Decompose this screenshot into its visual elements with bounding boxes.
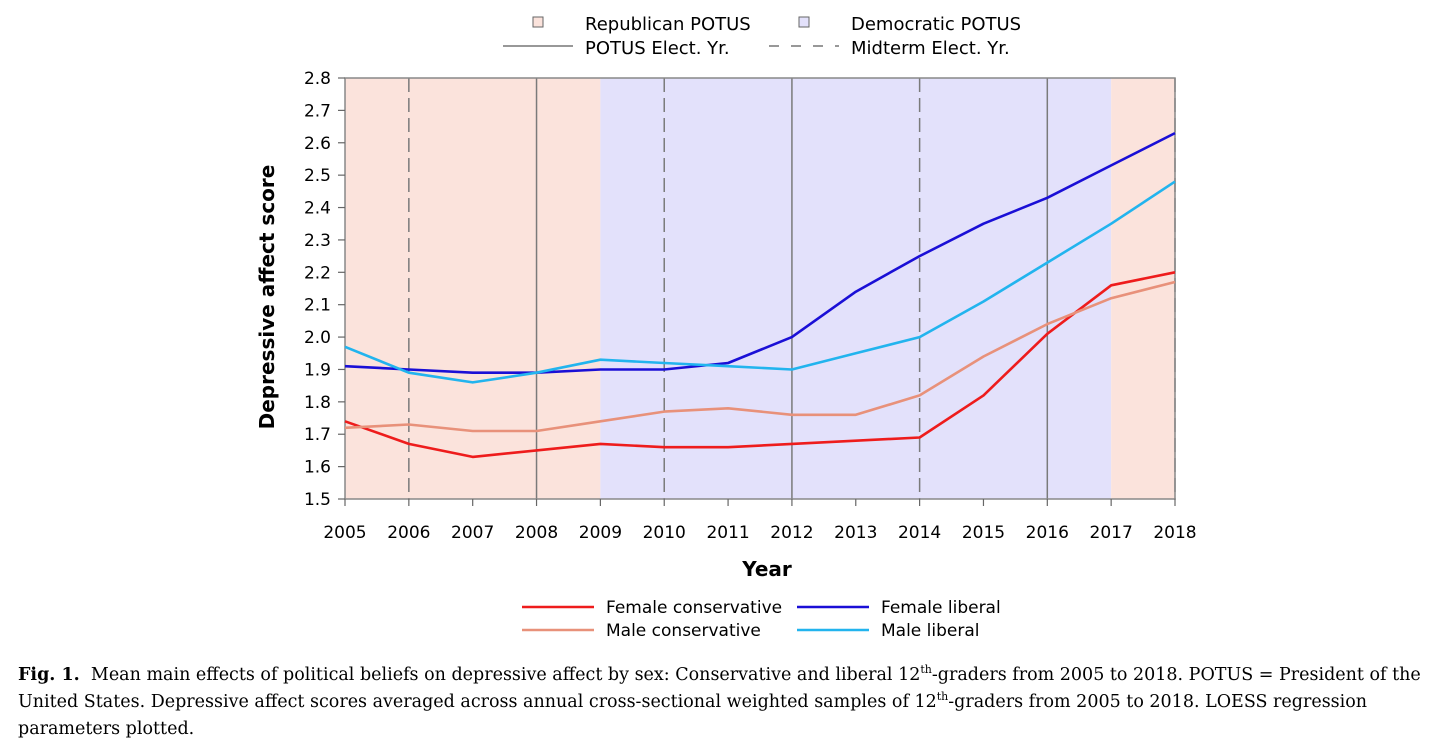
- x-tick-label: 2018: [1153, 523, 1196, 543]
- caption-sup-2: th: [936, 690, 949, 704]
- legend-label-male-conservative: Male conservative: [606, 621, 761, 641]
- x-tick-label: 2007: [451, 523, 494, 543]
- y-tick-label: 2.7: [304, 101, 331, 121]
- caption-text-1: Mean main effects of political beliefs o…: [90, 665, 921, 685]
- x-tick-label: 2012: [770, 523, 813, 543]
- figure-caption: Fig. 1. Mean main effects of political b…: [18, 662, 1438, 743]
- y-tick-label: 2.0: [304, 328, 331, 348]
- legend-democratic: Democratic POTUS: [851, 14, 1021, 35]
- series-lines: [344, 131, 1176, 459]
- x-tick-label: 2008: [515, 523, 558, 543]
- y-tick-label: 1.9: [304, 360, 331, 380]
- series-line-male-conservative: [344, 280, 1176, 433]
- caption-text-2: -graders from 2005 to 2018. POTUS = Pres…: [18, 665, 1421, 712]
- x-tick-label: 2016: [1026, 523, 1069, 543]
- legend-label-female-liberal: Female liberal: [881, 598, 1001, 618]
- democratic-swatch: [798, 16, 810, 28]
- x-tick-label: 2005: [323, 523, 366, 543]
- y-tick-label: 1.8: [304, 393, 331, 413]
- x-tick-label: 2010: [643, 523, 686, 543]
- background-periods: [345, 78, 1175, 499]
- x-tick-label: 2017: [1090, 523, 1133, 543]
- legend-republican: Republican POTUS: [585, 14, 751, 35]
- y-tick-label: 2.1: [304, 296, 331, 316]
- series-legend: Female conservative Female liberal Male co…: [522, 598, 1001, 641]
- plot-frame: [344, 77, 1176, 500]
- caption-sup-1: th: [920, 663, 932, 677]
- legend-midterm-elect: Midterm Elect. Yr.: [851, 38, 1010, 59]
- x-tick-label: 2011: [706, 523, 749, 543]
- y-tick-label: 2.2: [304, 263, 331, 283]
- caption-text-3: -graders from 2005 to 2018. LOESS regres…: [18, 692, 1368, 739]
- legend-potus-elect: POTUS Elect. Yr.: [585, 38, 730, 59]
- top-legend: Republican POTUS Democratic POTUS POTUS …: [503, 14, 1021, 59]
- y-tick-label: 1.7: [304, 425, 331, 445]
- y-tick-label: 2.6: [304, 134, 331, 154]
- series-line-female-liberal: [344, 131, 1176, 375]
- x-tick-label: 2014: [898, 523, 941, 543]
- legend-label-male-liberal: Male liberal: [881, 621, 980, 641]
- series-line-female-conservative: [344, 271, 1176, 459]
- period-republican-2: [1111, 78, 1175, 499]
- y-tick-label: 2.8: [304, 69, 331, 89]
- caption-label: Fig. 1.: [18, 665, 80, 685]
- republican-swatch: [532, 16, 544, 28]
- y-tick-label: 2.5: [304, 166, 331, 186]
- y-axis: 1.5 1.6 1.7 1.8 1.9 2.0 2.1 2.2 2.3 2.4 2.5 2.6 2.7 2…: [304, 69, 345, 510]
- legend-label-female-conservative: Female conservative: [606, 598, 782, 618]
- x-tick-label: 2013: [834, 523, 877, 543]
- x-tick-label: 2006: [387, 523, 430, 543]
- y-tick-label: 2.4: [304, 199, 331, 219]
- x-tick-label: 2015: [962, 523, 1005, 543]
- line-chart: Republican POTUS Democratic POTUS POTUS …: [255, 14, 1197, 641]
- x-axis: 2005 2006 2007 2008 2009 2010 2011 2012 2013 2014…: [323, 499, 1197, 543]
- y-tick-label: 1.6: [304, 458, 331, 478]
- series-line-male-liberal: [344, 180, 1176, 384]
- x-axis-title: Year: [741, 557, 792, 581]
- y-axis-title: Depressive affect score: [255, 165, 279, 430]
- period-democratic-1: [600, 78, 1112, 499]
- y-tick-label: 1.5: [304, 490, 331, 510]
- x-tick-label: 2009: [579, 523, 622, 543]
- y-tick-label: 2.3: [304, 231, 331, 251]
